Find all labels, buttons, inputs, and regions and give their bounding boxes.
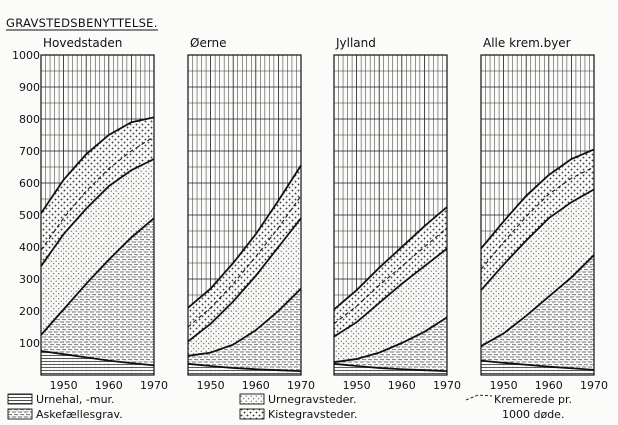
band-kistegrav <box>481 149 594 291</box>
band-urnegrav <box>41 159 154 335</box>
panel-frame <box>333 54 448 376</box>
curve-urnehal <box>333 362 448 373</box>
panel-2: Øerne 1950 1960 1970 <box>187 36 315 392</box>
y-tick-label: 300 <box>19 273 40 286</box>
x-tick-label: 1960 <box>242 379 270 392</box>
panel-frame <box>480 54 595 376</box>
y-tick-label: 500 <box>19 209 40 222</box>
legend-label-kremerede-2: 1000 døde. <box>502 408 564 421</box>
legend-label-askefaelles: Askefællesgrav. <box>36 408 123 421</box>
x-tick-label: 1970 <box>580 379 608 392</box>
curve-urnehal <box>480 359 595 371</box>
band-urnegrav <box>481 189 594 347</box>
y-tick-label: 1000 <box>12 49 40 62</box>
curve-urnegrav <box>480 188 595 291</box>
curve-askefaelles <box>40 217 155 336</box>
x-tick-label: 1960 <box>95 379 123 392</box>
y-tick-label: 600 <box>19 177 40 190</box>
panel-title: Hovedstaden <box>43 36 122 50</box>
curve-kistegrav <box>40 116 155 214</box>
y-tick-label: 800 <box>19 113 40 126</box>
x-tick-label: 1960 <box>535 379 563 392</box>
curve-urnehal <box>187 362 302 373</box>
curve-urnegrav <box>40 158 155 267</box>
curve-kremerede <box>187 195 302 328</box>
legend-label-urnehal: Urnehal, -mur. <box>36 393 115 406</box>
curve-kremerede <box>333 227 448 325</box>
band-urnegrav <box>188 218 301 356</box>
legend-swatch-askefaelles <box>7 408 33 420</box>
panel-1: Hovedstaden 100 200 300 400 500 600 700 800 900 10… <box>12 36 168 392</box>
band-askefaelles <box>481 255 594 370</box>
curve-askefaelles <box>187 287 302 357</box>
curve-urnegrav <box>187 217 302 343</box>
curve-kremerede <box>480 166 595 270</box>
band-askefaelles <box>188 288 301 372</box>
legend-label-kremerede-1: Kremerede pr. <box>494 393 572 406</box>
legend-swatch-kremerede <box>465 394 493 401</box>
band-urnehal <box>41 351 154 375</box>
y-tick-label: 400 <box>19 241 40 254</box>
legend-swatch-kistegrav <box>239 408 265 420</box>
panel-title: Jylland <box>335 36 376 50</box>
y-tick-label: 100 <box>19 337 40 350</box>
legend-label-kistegrav: Kistegravsteder. <box>268 408 357 421</box>
panel-3: Jylland 1950 1960 1970 <box>333 36 461 392</box>
curve-askefaelles <box>333 316 448 364</box>
chart-title: GRAVSTEDSBENYTTELSE. <box>6 16 158 30</box>
legend-swatch-urnegrav <box>239 393 265 405</box>
x-tick-label: 1970 <box>140 379 168 392</box>
curve-askefaelles <box>480 254 595 347</box>
panel-title: Alle krem.byer <box>483 36 571 50</box>
curve-urnegrav <box>333 247 448 338</box>
curve-urnehal <box>40 350 155 367</box>
panel-frame <box>40 54 155 376</box>
curve-kistegrav <box>480 148 595 250</box>
panel-frame <box>187 54 302 376</box>
legend-swatch-urnehal <box>7 393 33 405</box>
legend-label-urnegrav: Urnegravsteder. <box>268 393 356 406</box>
x-tick-label: 1950 <box>50 379 78 392</box>
panel-4: Alle krem.byer 1950 1960 1970 <box>480 36 608 392</box>
x-tick-label: 1970 <box>287 379 315 392</box>
band-kistegrav <box>334 207 447 337</box>
band-askefaelles <box>41 218 154 366</box>
curve-kistegrav <box>333 206 448 311</box>
curve-kistegrav <box>187 164 302 309</box>
y-tick-label: 200 <box>19 305 40 318</box>
y-tick-label: 900 <box>19 81 40 94</box>
legend: Urnehal, -mur. Askefællesgrav. Urnegravs… <box>7 393 572 421</box>
y-tick-label: 700 <box>19 145 40 158</box>
x-tick-label: 1960 <box>388 379 416 392</box>
panel-title: Øerne <box>190 36 227 50</box>
band-kistegrav <box>41 117 154 267</box>
x-tick-label: 1970 <box>433 379 461 392</box>
x-tick-label: 1950 <box>343 379 371 392</box>
x-tick-label: 1950 <box>197 379 225 392</box>
x-tick-label: 1950 <box>490 379 518 392</box>
